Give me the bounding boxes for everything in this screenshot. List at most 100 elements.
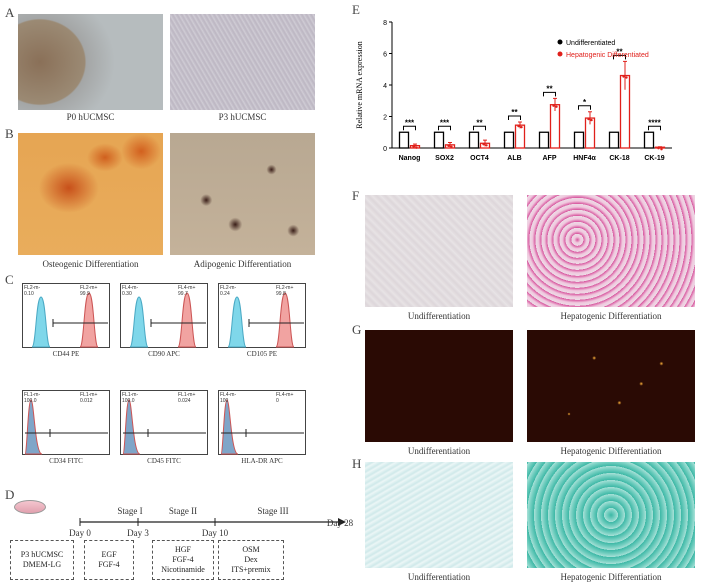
stage-3-label: Stage III xyxy=(257,506,289,516)
flow-stat: 0.30 xyxy=(122,291,132,297)
p0-hucmsc-image xyxy=(18,14,163,110)
legend-marker xyxy=(557,51,563,57)
bar-undiff xyxy=(643,131,655,149)
caption-osteogenic: Osteogenic Differentiation xyxy=(42,259,139,269)
panel-label-a: A xyxy=(5,5,15,20)
flow-marker-label: CD105 PE xyxy=(246,350,278,358)
timeline-box-2: HGF FGF-4 Nicotinamide xyxy=(152,540,214,580)
significance-marker: ** xyxy=(546,84,553,93)
data-point xyxy=(552,104,555,107)
data-point xyxy=(520,125,523,129)
flow-stat: FL2-m+ xyxy=(276,285,294,291)
bar-undiff xyxy=(433,131,445,149)
data-point xyxy=(555,105,558,108)
osteogenic-image xyxy=(18,133,163,255)
x-category-label: CK-18 xyxy=(609,155,629,162)
flow-stat: FL4-m- xyxy=(122,285,139,291)
flow-stat: 99.9 xyxy=(80,291,90,297)
flow-stat: FL2-m+ xyxy=(80,285,98,291)
flow-stat: 0.10 xyxy=(24,291,34,297)
flow-stat: FL1-m+ xyxy=(80,392,98,398)
day-10-label: Day 10 xyxy=(201,528,229,538)
significance-bracket xyxy=(578,105,591,110)
data-point xyxy=(625,76,628,79)
bar-undiff xyxy=(503,131,515,149)
flow-stat: 99.8 xyxy=(276,291,286,297)
significance-bracket xyxy=(648,125,661,131)
panel-label-d: D xyxy=(5,487,15,502)
flow-stat: 0.24 xyxy=(220,291,230,297)
flow-stat: FL2-m- xyxy=(24,285,41,291)
flow-histogram-4 xyxy=(120,390,208,455)
flow-marker-label: CD90 APC xyxy=(148,350,180,358)
flow-histogram-3 xyxy=(22,390,110,455)
significance-marker: **** xyxy=(648,118,661,127)
caption-g-right: Hepatogenic Differentiation xyxy=(560,446,662,456)
timeline-box-3: OSM Dex ITS+premix xyxy=(218,540,284,580)
legend-marker xyxy=(557,39,563,45)
f-hepato-image xyxy=(527,195,695,307)
caption-h-left: Undifferentiation xyxy=(407,572,471,582)
significance-marker: *** xyxy=(440,118,450,127)
x-category-label: CK-19 xyxy=(644,155,664,162)
caption-h-right: Hepatogenic Differentiation xyxy=(560,572,662,582)
x-category-label: ALB xyxy=(507,155,521,162)
bar-undiff xyxy=(573,131,585,149)
data-point xyxy=(412,145,415,148)
flow-marker-label: CD44 PE xyxy=(52,350,80,358)
day-28-label: Day 28 xyxy=(326,518,354,528)
flow-stat: 99.7 xyxy=(178,291,188,297)
timeline-axis xyxy=(79,518,346,526)
flow-stat: FL4-m- xyxy=(220,392,237,398)
stage-2-label: Stage II xyxy=(168,506,198,516)
significance-marker: ** xyxy=(476,118,483,127)
f-undiff-image xyxy=(365,195,513,307)
data-point xyxy=(622,75,625,78)
caption-p3: P3 hUCMSC xyxy=(218,112,267,122)
significance-bracket xyxy=(438,125,451,131)
significance-marker: ** xyxy=(511,108,518,117)
caption-f-left: Undifferentiation xyxy=(407,311,471,321)
flow-stat: FL1-m- xyxy=(122,392,139,398)
day-3-label: Day 3 xyxy=(127,528,149,538)
legend-label: Undifferentiated xyxy=(566,40,615,47)
flow-stat: 0.012 xyxy=(80,398,93,404)
significance-bracket xyxy=(543,91,556,97)
flow-stat: FL2-m- xyxy=(220,285,237,291)
bar-hepato xyxy=(514,124,526,149)
caption-adipogenic: Adipogenic Differentiation xyxy=(193,259,292,269)
x-category-label: AFP xyxy=(543,155,557,162)
panel-label-e: E xyxy=(352,2,360,17)
caption-g-left: Undifferentiation xyxy=(407,446,471,456)
flow-histogram-1 xyxy=(120,283,208,348)
panel-label-g: G xyxy=(352,322,362,337)
adipogenic-image xyxy=(170,133,315,255)
flow-stat: FL4-m+ xyxy=(276,392,294,398)
y-tick-label: 0 xyxy=(383,146,387,153)
data-point xyxy=(415,146,418,149)
stage-1-label: Stage I xyxy=(117,506,143,516)
g-hepato-image xyxy=(527,330,695,442)
significance-bracket xyxy=(613,54,626,60)
data-point xyxy=(590,118,593,122)
panel-label-b: B xyxy=(5,126,14,141)
significance-marker: ** xyxy=(616,47,623,56)
significance-bracket xyxy=(473,125,486,131)
g-undiff-image xyxy=(365,330,513,442)
data-point xyxy=(447,144,450,148)
flow-stat: 0.024 xyxy=(178,398,191,404)
y-tick-label: 8 xyxy=(383,20,387,27)
significance-bracket xyxy=(508,115,521,121)
bar-undiff xyxy=(608,131,620,149)
flow-marker-label: CD45 FITC xyxy=(147,457,181,465)
bar-undiff xyxy=(468,131,480,149)
bar-undiff xyxy=(398,131,410,149)
h-hepato-image xyxy=(527,462,695,568)
bar-undiff xyxy=(538,131,550,149)
data-point xyxy=(657,147,660,150)
bar-hepato xyxy=(549,104,561,149)
flow-stat: FL1-m- xyxy=(24,392,41,398)
flow-stat: 0 xyxy=(276,398,279,404)
h-undiff-image xyxy=(365,462,513,568)
